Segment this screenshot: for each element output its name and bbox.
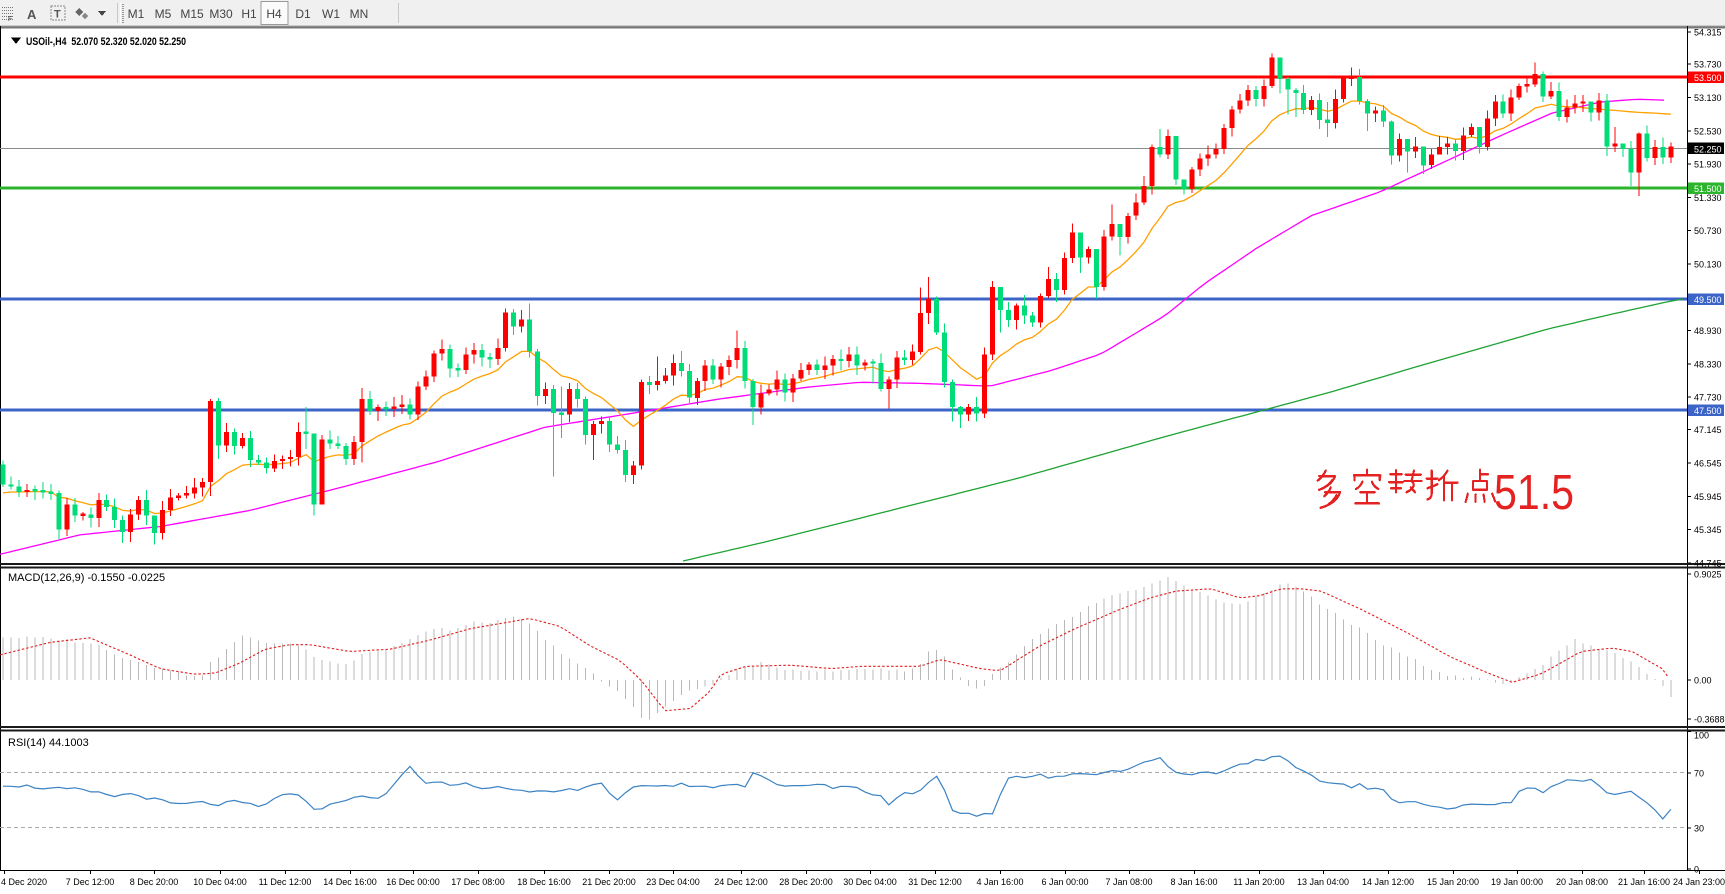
svg-text:MACD(12,26,9) -0.1550 -0.0225: MACD(12,26,9) -0.1550 -0.0225 [8,572,165,584]
svg-text:44.745: 44.745 [1694,558,1722,568]
svg-text:20 Jan 08:00: 20 Jan 08:00 [1556,877,1608,887]
svg-text:24 Dec 12:00: 24 Dec 12:00 [714,877,768,887]
svg-text:0.00: 0.00 [1694,676,1712,686]
svg-text:7 Jan 08:00: 7 Jan 08:00 [1105,877,1152,887]
svg-text:21 Jan 16:00: 21 Jan 16:00 [1618,877,1670,887]
svg-text:53.730: 53.730 [1694,60,1722,70]
svg-text:24 Jan 23:00: 24 Jan 23:00 [1673,877,1725,887]
svg-text:51.330: 51.330 [1694,193,1722,203]
svg-text:51.500: 51.500 [1694,184,1722,194]
svg-text:51.930: 51.930 [1694,160,1722,170]
svg-text:46.545: 46.545 [1694,459,1722,469]
svg-text:45.345: 45.345 [1694,525,1722,535]
svg-text:10 Dec 04:00: 10 Dec 04:00 [193,877,247,887]
svg-text:F: F [8,16,12,23]
svg-text:18 Dec 16:00: 18 Dec 16:00 [517,877,571,887]
svg-text:31 Dec 12:00: 31 Dec 12:00 [908,877,962,887]
svg-text:21 Dec 20:00: 21 Dec 20:00 [582,877,636,887]
svg-text:4 Jan 16:00: 4 Jan 16:00 [976,877,1023,887]
svg-text:52.250: 52.250 [1694,144,1722,154]
svg-text:28 Dec 20:00: 28 Dec 20:00 [779,877,833,887]
svg-text:45.945: 45.945 [1694,492,1722,502]
svg-text:49.500: 49.500 [1694,295,1722,305]
svg-text:53.130: 53.130 [1694,93,1722,103]
svg-text:48.330: 48.330 [1694,359,1722,369]
svg-text:30 Dec 04:00: 30 Dec 04:00 [843,877,897,887]
svg-text:50.130: 50.130 [1694,260,1722,270]
svg-text:52.530: 52.530 [1694,126,1722,136]
svg-text:47.500: 47.500 [1694,406,1722,416]
svg-text:47.730: 47.730 [1694,393,1722,403]
svg-text:M5: M5 [155,7,172,21]
svg-text:13 Jan 04:00: 13 Jan 04:00 [1297,877,1349,887]
svg-text:T: T [54,9,61,21]
svg-text:23 Dec 04:00: 23 Dec 04:00 [646,877,700,887]
svg-text:8 Dec 20:00: 8 Dec 20:00 [130,877,179,887]
svg-text:8 Jan 16:00: 8 Jan 16:00 [1170,877,1217,887]
svg-text:7 Dec 12:00: 7 Dec 12:00 [66,877,115,887]
svg-text:11 Dec 12:00: 11 Dec 12:00 [259,877,312,887]
svg-text:4 Dec 2020: 4 Dec 2020 [1,877,47,887]
svg-text:14 Dec 16:00: 14 Dec 16:00 [323,877,377,887]
svg-text:54.315: 54.315 [1694,27,1722,37]
svg-text:50.730: 50.730 [1694,226,1722,236]
svg-text:70: 70 [1694,768,1704,778]
svg-text:M15: M15 [180,7,204,21]
svg-text:30: 30 [1694,823,1704,833]
svg-text:48.930: 48.930 [1694,326,1722,336]
svg-text:53.500: 53.500 [1694,73,1722,83]
svg-text:M30: M30 [209,7,233,21]
svg-text:H1: H1 [241,7,257,21]
svg-text:17 Dec 08:00: 17 Dec 08:00 [451,877,505,887]
svg-text:47.145: 47.145 [1694,425,1722,435]
svg-text:H4: H4 [266,7,282,21]
svg-text:11 Jan 20:00: 11 Jan 20:00 [1233,877,1284,887]
svg-text:W1: W1 [322,7,340,21]
svg-text:0: 0 [1694,864,1699,874]
svg-text:0.9025: 0.9025 [1694,570,1722,580]
svg-text:D1: D1 [295,7,311,21]
svg-text:-0.3688: -0.3688 [1694,715,1725,725]
svg-text:USOil-,H4 52.070 52.320 52.02: USOil-,H4 52.070 52.320 52.020 52.250 [26,36,186,48]
svg-text:19 Jan 00:00: 19 Jan 00:00 [1491,877,1543,887]
svg-text:51.5: 51.5 [1494,466,1574,520]
svg-text:A: A [27,7,37,22]
svg-text:MN: MN [350,7,369,21]
svg-text:15 Jan 20:00: 15 Jan 20:00 [1427,877,1479,887]
svg-text:M1: M1 [128,7,145,21]
svg-text:100: 100 [1694,731,1709,741]
svg-text:14 Jan 12:00: 14 Jan 12:00 [1362,877,1414,887]
svg-text:6 Jan 00:00: 6 Jan 00:00 [1041,877,1088,887]
svg-text:16 Dec 00:00: 16 Dec 00:00 [386,877,440,887]
svg-text:RSI(14) 44.1003: RSI(14) 44.1003 [8,737,89,749]
